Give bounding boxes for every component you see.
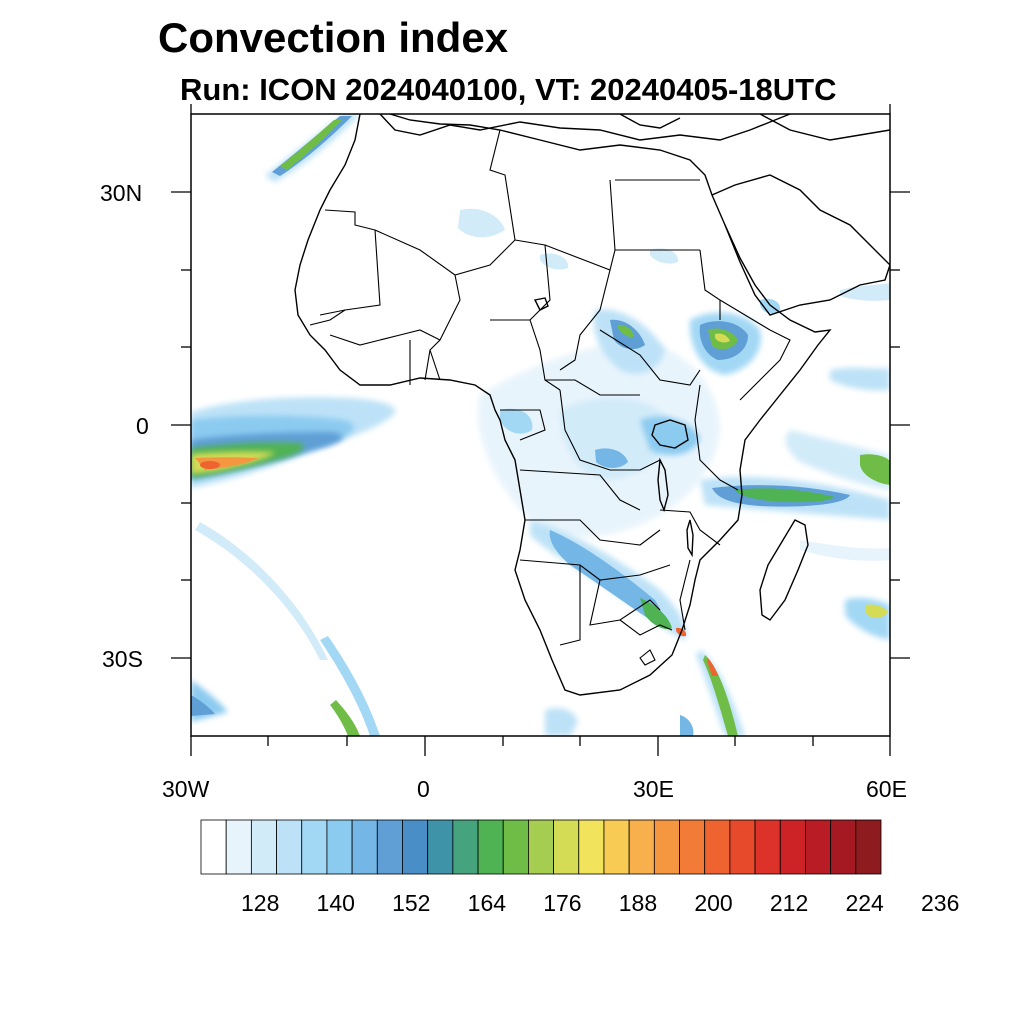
lon-tick-60e: 60E	[866, 776, 907, 802]
colorbar-box	[855, 819, 882, 875]
coastlines-and-borders	[294, 114, 890, 696]
colorbar-box	[754, 819, 781, 875]
colorbar-label: 212	[769, 890, 809, 916]
indian-ocean-bands	[700, 283, 890, 640]
colorbar-label: 164	[467, 890, 507, 916]
colorbar-box	[225, 819, 252, 875]
colorbar-box	[376, 819, 403, 875]
colorbar-box	[704, 819, 731, 875]
lat-tick-0: 0	[136, 413, 149, 439]
colorbar-label: 188	[618, 890, 658, 916]
ethiopia-convection	[689, 312, 761, 375]
lat-tick-30s: 30S	[102, 646, 143, 672]
central-africa-convection	[478, 309, 720, 537]
colorbar-box	[553, 819, 580, 875]
colorbar-label: 140	[316, 890, 355, 916]
colorbar-label: 236	[920, 890, 960, 916]
colorbar	[200, 819, 882, 875]
colorbar-box	[477, 819, 504, 875]
axis-ticks	[171, 104, 910, 756]
madagascar	[759, 519, 809, 621]
colorbar-box	[427, 819, 454, 875]
colorbar-box	[653, 819, 680, 875]
africa-coastline	[294, 114, 832, 696]
lake-victoria	[651, 419, 689, 449]
north-atlantic-streak	[265, 114, 360, 182]
arabian-peninsula	[711, 174, 890, 316]
colorbar-label: 200	[694, 890, 733, 916]
colorbar-box	[603, 819, 630, 875]
colorbar-box	[200, 819, 227, 875]
sahara-patches	[458, 208, 679, 270]
lake-chad	[533, 297, 549, 311]
colorbar-box	[276, 819, 303, 875]
colorbar-box	[528, 819, 554, 875]
colorbar-label: 176	[543, 890, 582, 916]
map-subtitle: Run: ICON 2024040100, VT: 20240405-18UTC	[180, 72, 837, 107]
political-borders	[309, 129, 791, 666]
colorbar-label: 224	[845, 890, 884, 916]
colorbar-box	[326, 819, 353, 875]
southern-africa-band	[530, 520, 687, 640]
colorbar-box	[502, 819, 529, 875]
convection-field	[191, 114, 890, 736]
atlantic-convection-band	[191, 397, 396, 488]
colorbar-box	[830, 819, 857, 875]
lon-tick-30w: 30W	[162, 776, 210, 802]
mozambique-streak	[680, 650, 745, 736]
europe-coast	[379, 114, 791, 141]
colorbar-box	[628, 819, 655, 875]
colorbar-box	[301, 819, 328, 875]
colorbar-box	[452, 819, 479, 875]
lon-tick-30e: 30E	[633, 776, 674, 802]
lake-malawi	[686, 519, 694, 558]
colorbar-label: 152	[392, 890, 431, 916]
lat-tick-30n: 30N	[100, 180, 143, 206]
colorbar-label: 128	[240, 890, 280, 916]
colorbar-box	[779, 819, 806, 875]
colorbar-box	[805, 819, 832, 875]
colorbar-box	[250, 819, 277, 875]
colorbar-box	[578, 819, 605, 875]
colorbar-box	[729, 819, 756, 875]
map-title: Convection index	[158, 14, 509, 61]
south-atlantic-filaments	[191, 522, 578, 736]
lon-tick-0: 0	[417, 776, 430, 802]
colorbar-box	[402, 819, 429, 875]
colorbar-box	[351, 819, 378, 875]
colorbar-box	[679, 819, 706, 875]
